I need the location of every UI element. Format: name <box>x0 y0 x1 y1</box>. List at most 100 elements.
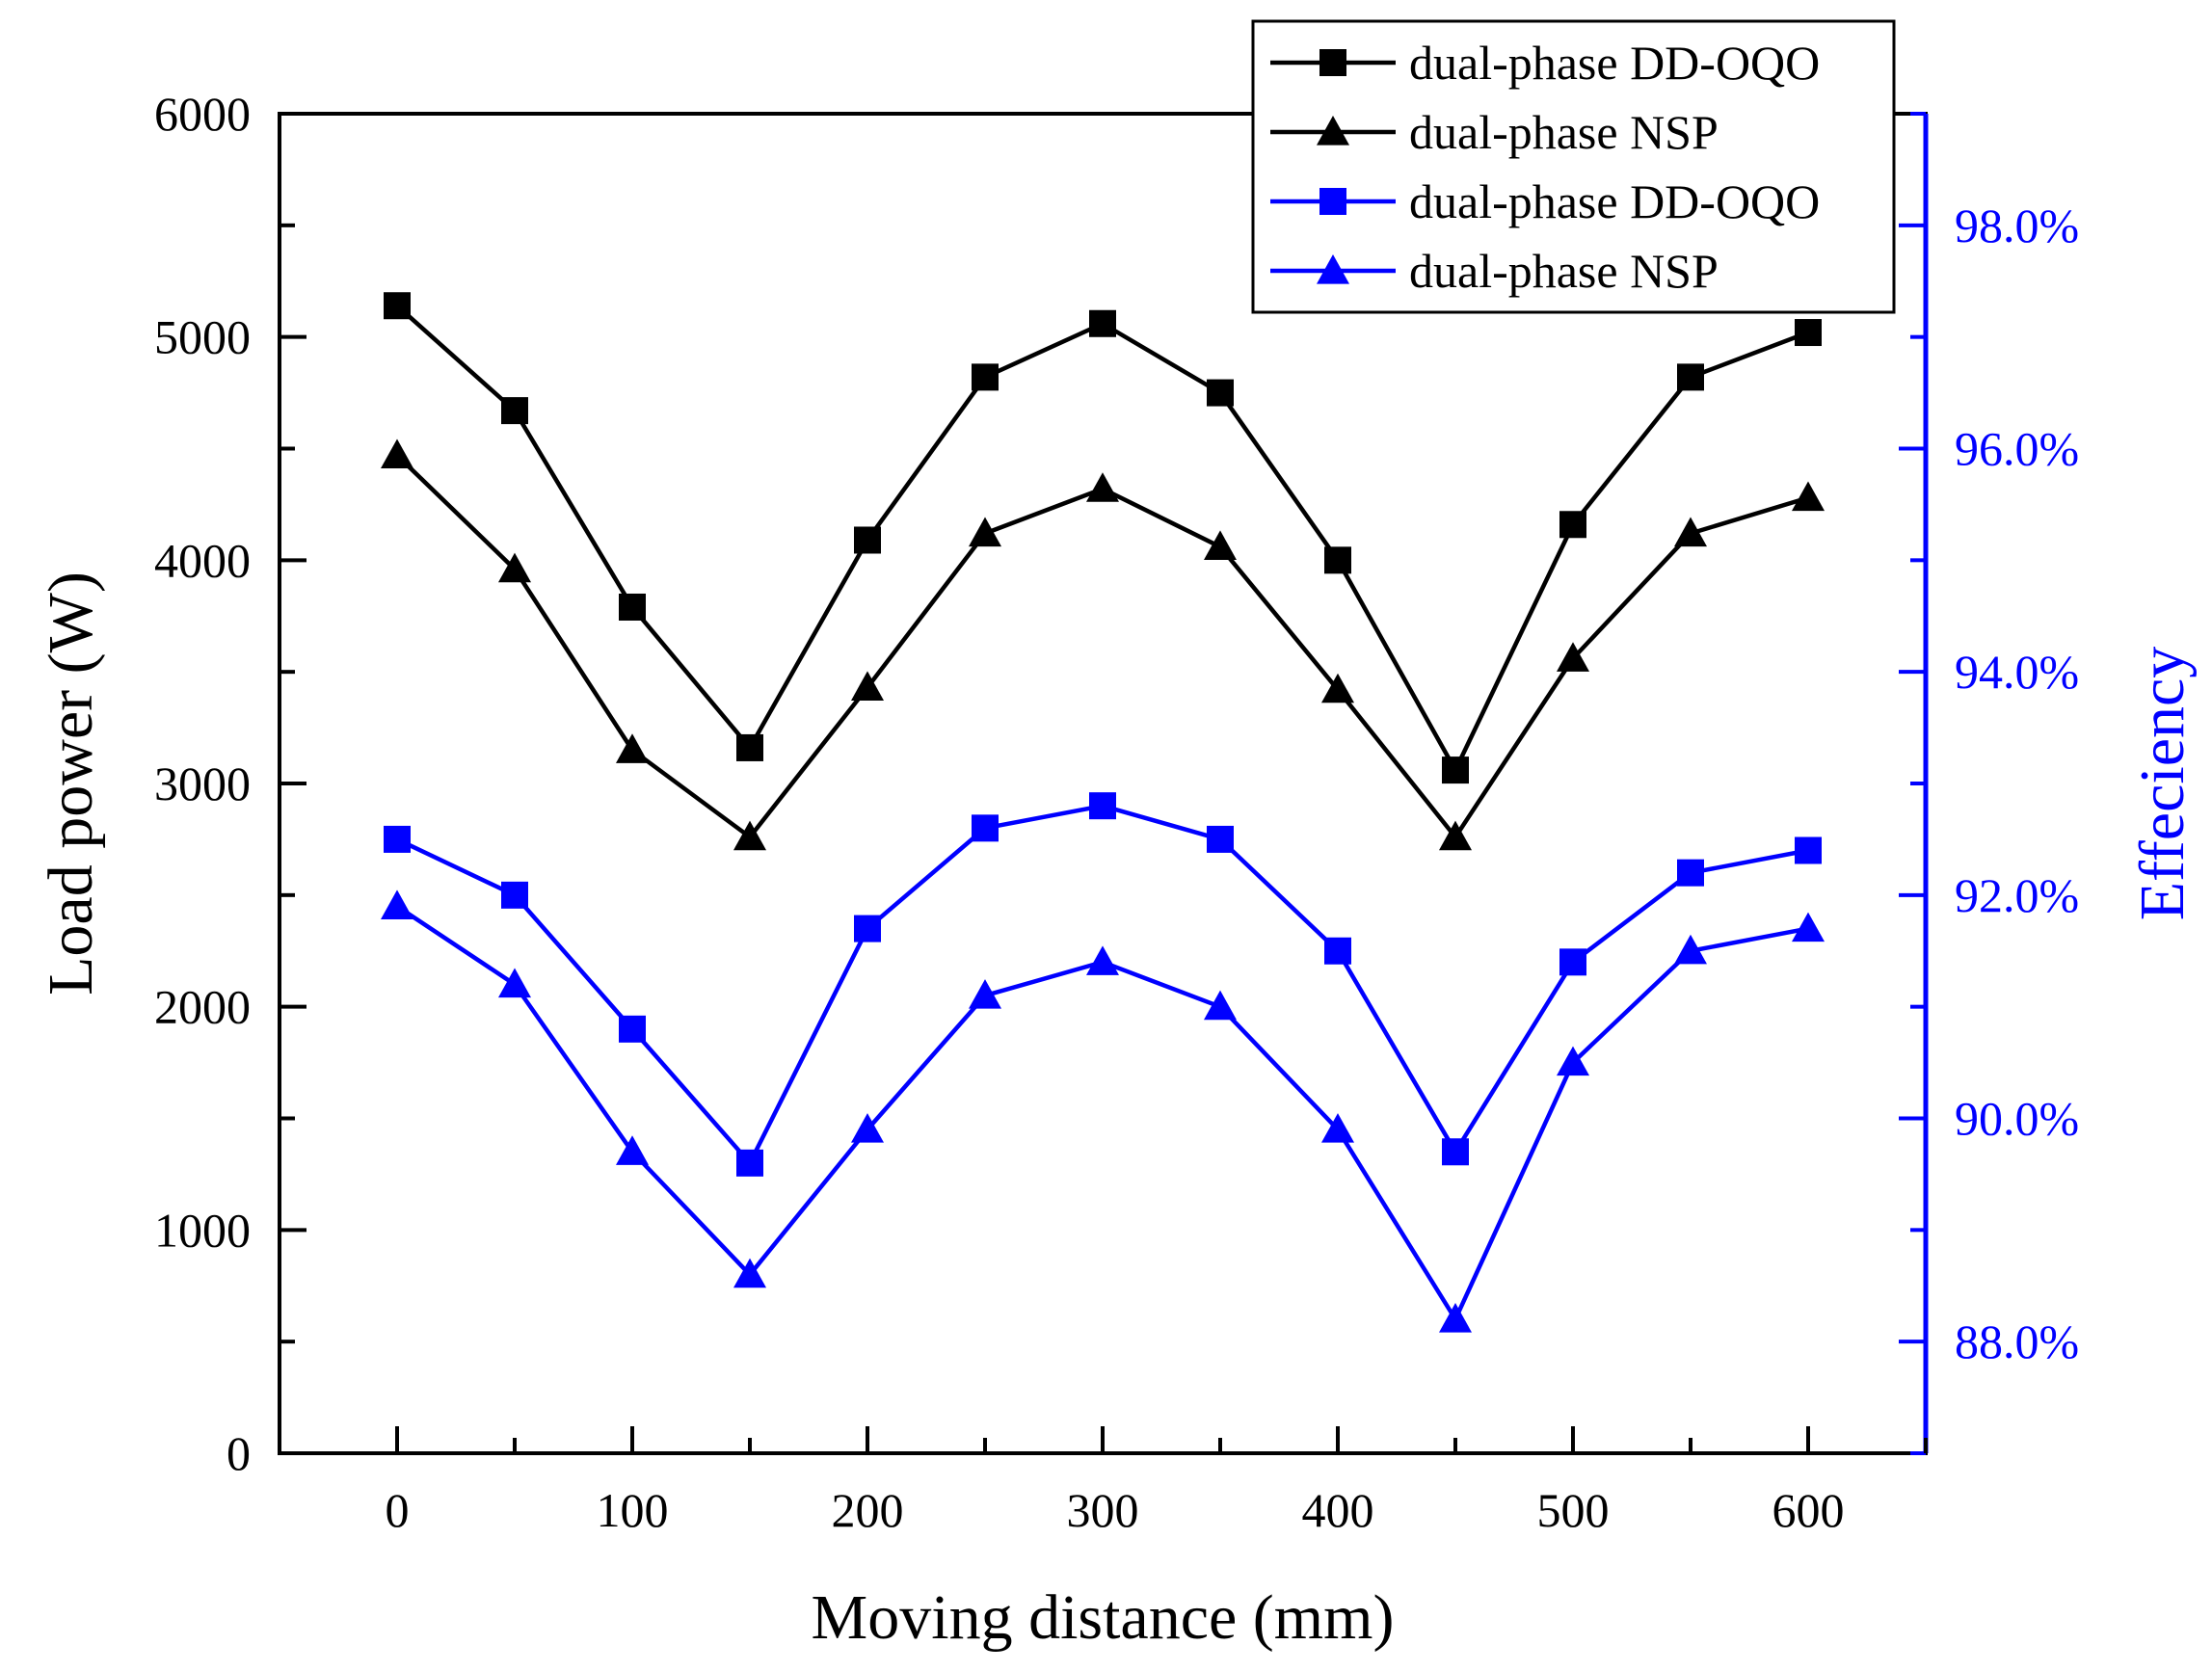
x-tick-label: 600 <box>1772 1483 1845 1537</box>
legend-marker <box>1317 116 1349 146</box>
series-layer <box>381 292 1825 1333</box>
x-axis-title: Moving distance (mm) <box>812 1582 1395 1653</box>
series-line <box>395 453 1809 839</box>
series-line <box>396 803 1809 1166</box>
y-tick-label: 5000 <box>154 310 251 364</box>
data-point <box>1557 642 1589 672</box>
y2-tick-label: 88.0% <box>1955 1314 2079 1368</box>
legend-label: dual-phase DD-OQO <box>1409 174 1820 228</box>
data-point <box>616 733 649 763</box>
data-point <box>1204 530 1237 561</box>
data-point <box>1089 309 1116 337</box>
data-point <box>1557 1046 1589 1076</box>
data-point <box>498 552 531 583</box>
data-point <box>1086 945 1119 975</box>
legend-marker <box>1319 49 1346 76</box>
data-point <box>501 881 528 909</box>
legend-item: dual-phase DD-OQO <box>1270 36 1820 90</box>
series-4 <box>381 889 1825 1333</box>
data-point <box>1207 825 1234 853</box>
data-point <box>1204 990 1237 1021</box>
data-point <box>1439 820 1472 851</box>
data-point <box>498 968 531 998</box>
data-point <box>736 1149 763 1177</box>
series-1 <box>384 292 1822 784</box>
data-point <box>969 517 1001 547</box>
data-point <box>1086 472 1119 502</box>
left-axis-ticks: 0 1000 2000 3000 4000 5000 6000 <box>154 87 306 1480</box>
legend-marker <box>1319 188 1346 215</box>
data-point <box>1795 836 1822 864</box>
y-tick-label: 6000 <box>154 87 251 141</box>
data-point <box>972 363 999 391</box>
legend-item: dual-phase NSP <box>1270 244 1719 298</box>
legend-box <box>1251 19 1896 314</box>
legend-item: dual-phase NSP <box>1270 105 1719 159</box>
data-point <box>969 979 1001 1009</box>
x-tick-label: 400 <box>1302 1483 1374 1537</box>
data-point <box>1439 1303 1472 1333</box>
right-axis-ticks: 88.0% 90.0% 92.0% 94.0% 96.0% 98.0% <box>1899 112 2079 1455</box>
data-point <box>733 1258 766 1288</box>
x-tick-label: 100 <box>597 1483 669 1537</box>
y2-axis-title: Effeciency <box>2127 647 2198 921</box>
y2-tick-label: 96.0% <box>1955 422 2079 476</box>
data-point <box>381 889 413 920</box>
legend: dual-phase DD-OQO dual-phase NSP dual-phas… <box>1251 19 1896 314</box>
x-tick-label: 200 <box>832 1483 904 1537</box>
y-tick-label: 1000 <box>154 1203 251 1257</box>
data-point <box>384 292 411 320</box>
y2-tick-label: 92.0% <box>1955 868 2079 922</box>
data-point <box>1442 756 1469 784</box>
data-point <box>1795 319 1822 347</box>
data-point <box>1677 859 1704 887</box>
data-point <box>1089 792 1116 820</box>
x-tick-label: 0 <box>386 1483 410 1537</box>
data-point <box>854 915 881 942</box>
data-point <box>736 733 763 761</box>
data-point <box>1674 934 1707 965</box>
y2-tick-label: 94.0% <box>1955 645 2079 699</box>
data-point <box>1792 481 1825 512</box>
data-point <box>1442 1138 1469 1166</box>
data-point <box>733 820 766 851</box>
x-tick-label: 300 <box>1067 1483 1139 1537</box>
data-point <box>1324 546 1351 574</box>
data-point <box>1207 379 1234 407</box>
data-point <box>381 438 413 469</box>
data-point <box>1674 517 1707 547</box>
data-point <box>1559 511 1586 539</box>
y-tick-label: 2000 <box>154 980 251 1034</box>
y2-tick-label: 90.0% <box>1955 1092 2079 1146</box>
legend-item: dual-phase DD-OQO <box>1270 174 1820 228</box>
data-point <box>972 814 999 842</box>
x-tick-label: 500 <box>1537 1483 1610 1537</box>
y-axis-title: Load power (W) <box>36 571 106 995</box>
data-point <box>384 825 411 853</box>
data-point <box>1324 937 1351 965</box>
data-point <box>1792 912 1825 942</box>
data-point <box>851 671 884 701</box>
legend-label: dual-phase NSP <box>1409 105 1719 159</box>
data-point <box>854 526 881 554</box>
y2-tick-label: 98.0% <box>1955 199 2079 252</box>
data-point <box>1321 673 1354 703</box>
series-line <box>395 304 1809 773</box>
series-3 <box>384 792 1822 1177</box>
legend-label: dual-phase NSP <box>1409 244 1719 298</box>
data-point <box>1677 363 1704 391</box>
data-point <box>619 593 646 621</box>
data-point <box>616 1135 649 1165</box>
data-point <box>1559 948 1586 976</box>
data-point <box>1321 1113 1354 1143</box>
legend-marker <box>1317 254 1349 284</box>
x-axis-ticks: 0 100 200 300 400 500 600 <box>278 1426 1928 1537</box>
data-point <box>619 1015 646 1043</box>
data-point <box>501 397 528 425</box>
series-2 <box>381 438 1825 851</box>
legend-label: dual-phase DD-OQO <box>1409 36 1820 90</box>
y-tick-label: 3000 <box>154 756 251 810</box>
y-tick-label: 0 <box>227 1426 251 1480</box>
y-tick-label: 4000 <box>154 533 251 587</box>
